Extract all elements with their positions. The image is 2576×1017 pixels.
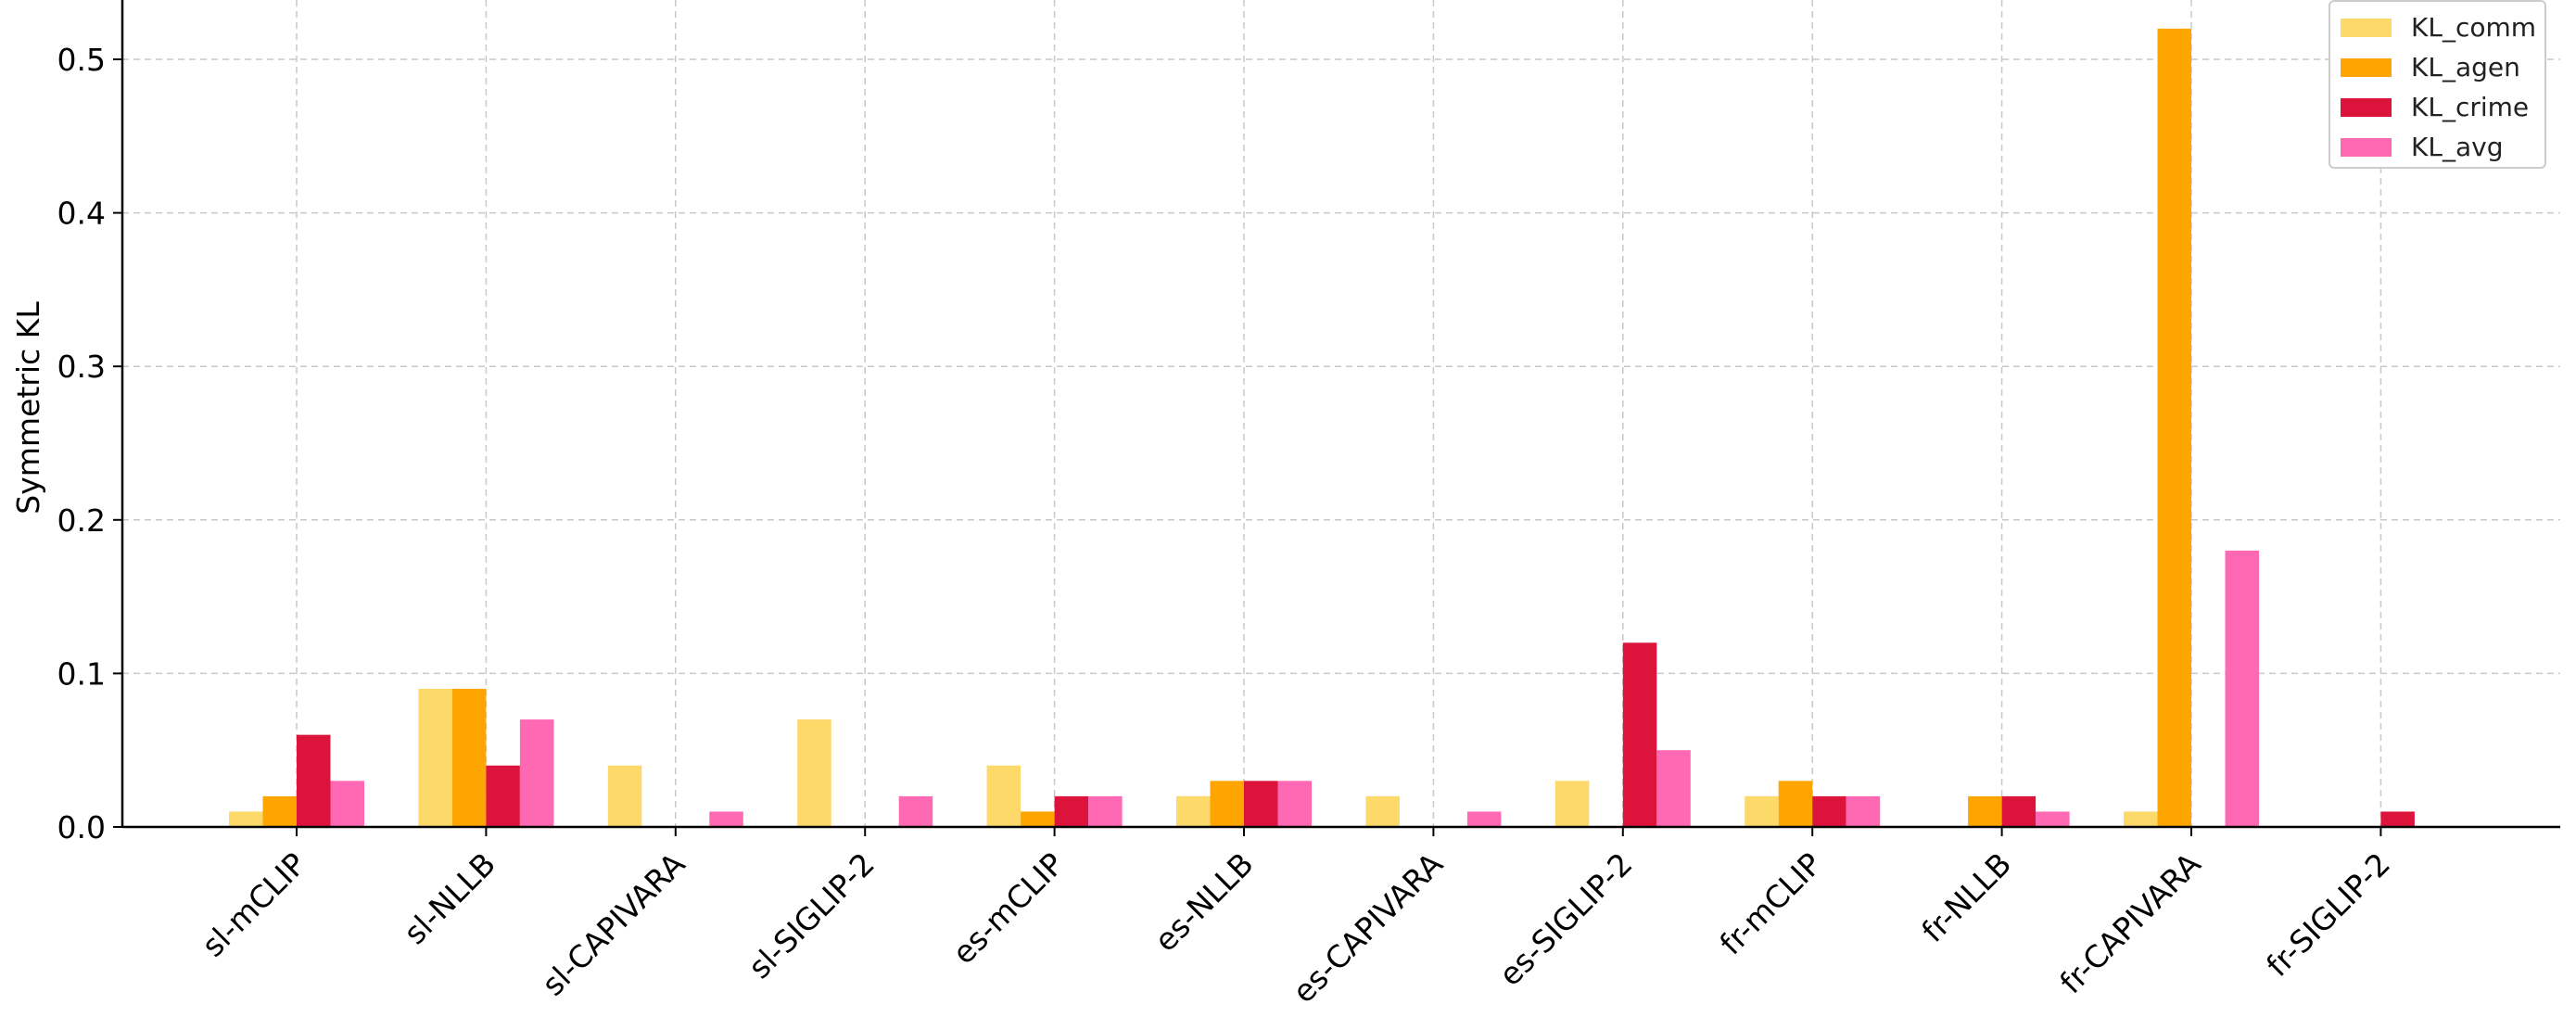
bar-kl-crime: [1054, 795, 1089, 827]
bar-kl-comm: [418, 688, 452, 827]
y-tick-label: 0.4: [57, 196, 106, 232]
bar-kl-agen: [262, 795, 297, 827]
bar-kl-agen: [1021, 811, 1055, 827]
x-tick-label: fr-CAPIVARA: [2052, 845, 2207, 1000]
bar-kl-avg: [330, 781, 364, 827]
bar-kl-crime: [2001, 795, 2037, 827]
x-tick-label: es-CAPIVARA: [1286, 845, 1451, 1011]
bar-kl-crime: [2380, 811, 2415, 827]
bar-kl-comm: [797, 719, 831, 827]
legend-swatch: [2341, 58, 2392, 77]
bar-kl-avg: [2225, 550, 2259, 827]
bar-kl-avg: [1466, 811, 1502, 827]
bar-kl-agen: [1968, 795, 2002, 827]
bar-kl-crime: [1622, 642, 1657, 827]
bar-kl-avg: [1656, 750, 1691, 827]
y-tick-label: 0.5: [57, 42, 106, 78]
y-tick-label: 0.0: [57, 809, 106, 845]
legend: KL_comm KL_agen KL_crime KL_avg: [2329, 0, 2546, 169]
x-tick-label: sl-NLLB: [397, 845, 502, 951]
bar-kl-crime: [1812, 795, 1846, 827]
y-axis-label: Symmetric KL: [10, 301, 46, 515]
x-tick-label: sl-mCLIP: [195, 845, 313, 964]
x-tick-label: es-SIGLIP-2: [1491, 845, 1639, 993]
legend-label: KL_crime: [2411, 92, 2529, 122]
bar-kl-avg: [709, 811, 743, 827]
bar-kl-agen: [1210, 781, 1244, 827]
bar-kl-comm: [986, 765, 1022, 827]
y-tick-label: 0.2: [57, 502, 106, 539]
x-tick-label: sl-CAPIVARA: [535, 845, 692, 1003]
legend-label: KL_avg: [2411, 132, 2503, 162]
legend-swatch: [2341, 98, 2392, 117]
bar-kl-avg: [1088, 795, 1123, 827]
x-tick-label: es-NLLB: [1148, 845, 1261, 959]
x-tick-label: sl-SIGLIP-2: [742, 845, 882, 985]
bar-kl-agen: [2157, 28, 2191, 827]
bar-kl-comm: [607, 765, 642, 827]
bar-kl-comm: [2124, 811, 2158, 827]
bar-kl-crime: [297, 734, 331, 827]
bar-kl-avg: [1846, 795, 1881, 827]
legend-swatch: [2341, 138, 2392, 157]
bar-kl-agen: [451, 688, 487, 827]
x-tick-label: fr-mCLIP: [1713, 845, 1829, 961]
bar-kl-comm: [1365, 795, 1400, 827]
bar-kl-avg: [2036, 811, 2070, 827]
bar-kl-avg: [519, 719, 554, 827]
bar-kl-avg: [1277, 781, 1312, 827]
y-tick-label: 0.3: [57, 349, 106, 385]
y-tick-label: 0.1: [57, 655, 106, 692]
bar-kl-comm: [1745, 795, 1779, 827]
legend-label: KL_comm: [2411, 12, 2536, 43]
bar-kl-comm: [229, 811, 263, 827]
bar-layer: [229, 28, 2415, 827]
legend-swatch: [2341, 19, 2392, 37]
bar-kl-agen: [1778, 781, 1813, 827]
x-tick-label: fr-SIGLIP-2: [2259, 845, 2397, 984]
legend-label: KL_agen: [2411, 52, 2520, 83]
bar-kl-crime: [486, 765, 520, 827]
x-tick-label: fr-NLLB: [1914, 845, 2018, 949]
grid-layer: [122, 0, 2560, 827]
bar-kl-comm: [1176, 795, 1211, 827]
bar-kl-crime: [1244, 781, 1278, 827]
bar-kl-avg: [898, 795, 933, 827]
bar-kl-comm: [1554, 781, 1590, 827]
legend-frame: [2329, 0, 2546, 169]
x-tick-label: es-mCLIP: [945, 845, 1071, 971]
